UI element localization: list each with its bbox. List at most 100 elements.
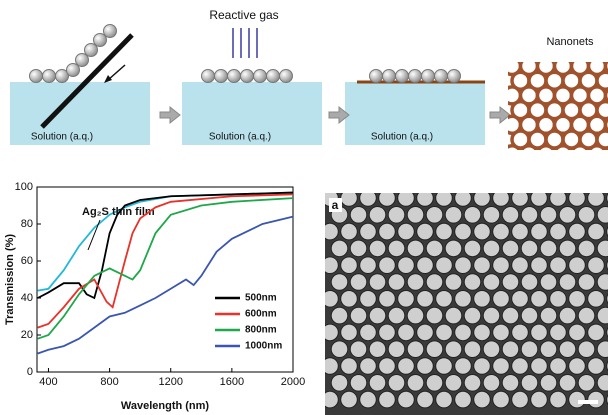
series-line — [37, 215, 294, 355]
pore — [530, 290, 548, 308]
pore — [549, 323, 567, 342]
pore — [340, 222, 358, 241]
pore — [482, 273, 501, 291]
pore — [454, 256, 472, 275]
pore — [463, 306, 482, 325]
pore — [359, 222, 377, 241]
arrow-head — [104, 75, 112, 83]
net-cell — [570, 143, 590, 150]
pore — [587, 256, 605, 275]
series-line — [37, 197, 294, 340]
pore — [359, 256, 377, 275]
pore — [530, 193, 548, 207]
pore — [387, 306, 406, 325]
pore — [406, 374, 425, 392]
y-axis-label: Transmission (%) — [4, 234, 16, 325]
pore — [425, 374, 444, 392]
pore — [587, 290, 605, 308]
pore — [444, 239, 463, 258]
pore — [359, 390, 377, 409]
pore — [435, 390, 453, 409]
pore — [530, 222, 548, 241]
pore — [511, 390, 529, 409]
pore — [492, 357, 510, 375]
pore — [330, 239, 349, 258]
pore — [473, 222, 491, 241]
pore — [558, 273, 577, 291]
pore — [568, 222, 586, 241]
scale-bar — [578, 400, 598, 404]
legend-label: 600nm — [245, 309, 277, 320]
pore — [558, 206, 577, 224]
x-tick-label: 400 — [39, 376, 57, 388]
pore — [454, 290, 472, 308]
pore — [501, 206, 520, 224]
pore — [368, 340, 387, 359]
pore — [349, 273, 368, 291]
pore — [587, 323, 605, 342]
net-cell — [603, 62, 608, 75]
x-tick-label: 800 — [100, 376, 118, 388]
pore — [549, 256, 567, 275]
chart: 0 20 40 60 80 100 400 800 1200 1600 2000 Wavelength… — [4, 181, 305, 412]
pore — [501, 306, 520, 325]
sphere — [408, 69, 422, 83]
pore — [359, 193, 377, 207]
sphere — [382, 69, 396, 83]
pore — [378, 256, 396, 275]
sem-image — [325, 193, 608, 415]
pore — [325, 323, 339, 342]
pore — [539, 306, 558, 325]
sphere — [395, 69, 409, 83]
slide — [40, 33, 134, 129]
pore — [558, 374, 577, 392]
series-line — [37, 193, 294, 329]
pore — [397, 323, 415, 342]
pore — [530, 357, 548, 375]
sphere — [253, 69, 267, 83]
pore — [577, 340, 596, 359]
pore — [330, 273, 349, 291]
pore — [444, 340, 463, 359]
pore — [596, 206, 608, 224]
net-cell — [595, 70, 608, 91]
pore — [473, 256, 491, 275]
pore — [482, 239, 501, 258]
result-label: Nanonets — [546, 36, 594, 48]
sphere — [214, 69, 228, 83]
label-box — [329, 198, 342, 212]
sphere — [266, 69, 280, 83]
pore — [444, 306, 463, 325]
sphere — [240, 69, 254, 83]
pore — [378, 193, 396, 207]
pore — [558, 306, 577, 325]
pore — [482, 340, 501, 359]
y-tick-label: 80 — [21, 218, 33, 230]
sphere — [55, 69, 69, 83]
sphere — [84, 43, 98, 57]
pore — [511, 222, 529, 241]
sphere — [42, 69, 56, 83]
x-axis-label: Wavelength (nm) — [121, 400, 210, 412]
pore — [463, 206, 482, 224]
pore — [368, 206, 387, 224]
pore — [435, 290, 453, 308]
pore — [416, 323, 434, 342]
pore — [454, 357, 472, 375]
pore — [330, 306, 349, 325]
pore — [530, 390, 548, 409]
solution-label: Solution (a.q.) — [209, 132, 271, 143]
pore — [587, 390, 605, 409]
annotation-pointer — [87, 219, 101, 251]
pore — [416, 357, 434, 375]
nanonet — [508, 62, 608, 150]
pore — [520, 206, 539, 224]
pore — [568, 290, 586, 308]
sphere — [369, 69, 383, 83]
series-line — [37, 191, 294, 300]
pore — [473, 290, 491, 308]
pore — [397, 290, 415, 308]
pore — [520, 340, 539, 359]
pore — [492, 256, 510, 275]
pore — [501, 374, 520, 392]
